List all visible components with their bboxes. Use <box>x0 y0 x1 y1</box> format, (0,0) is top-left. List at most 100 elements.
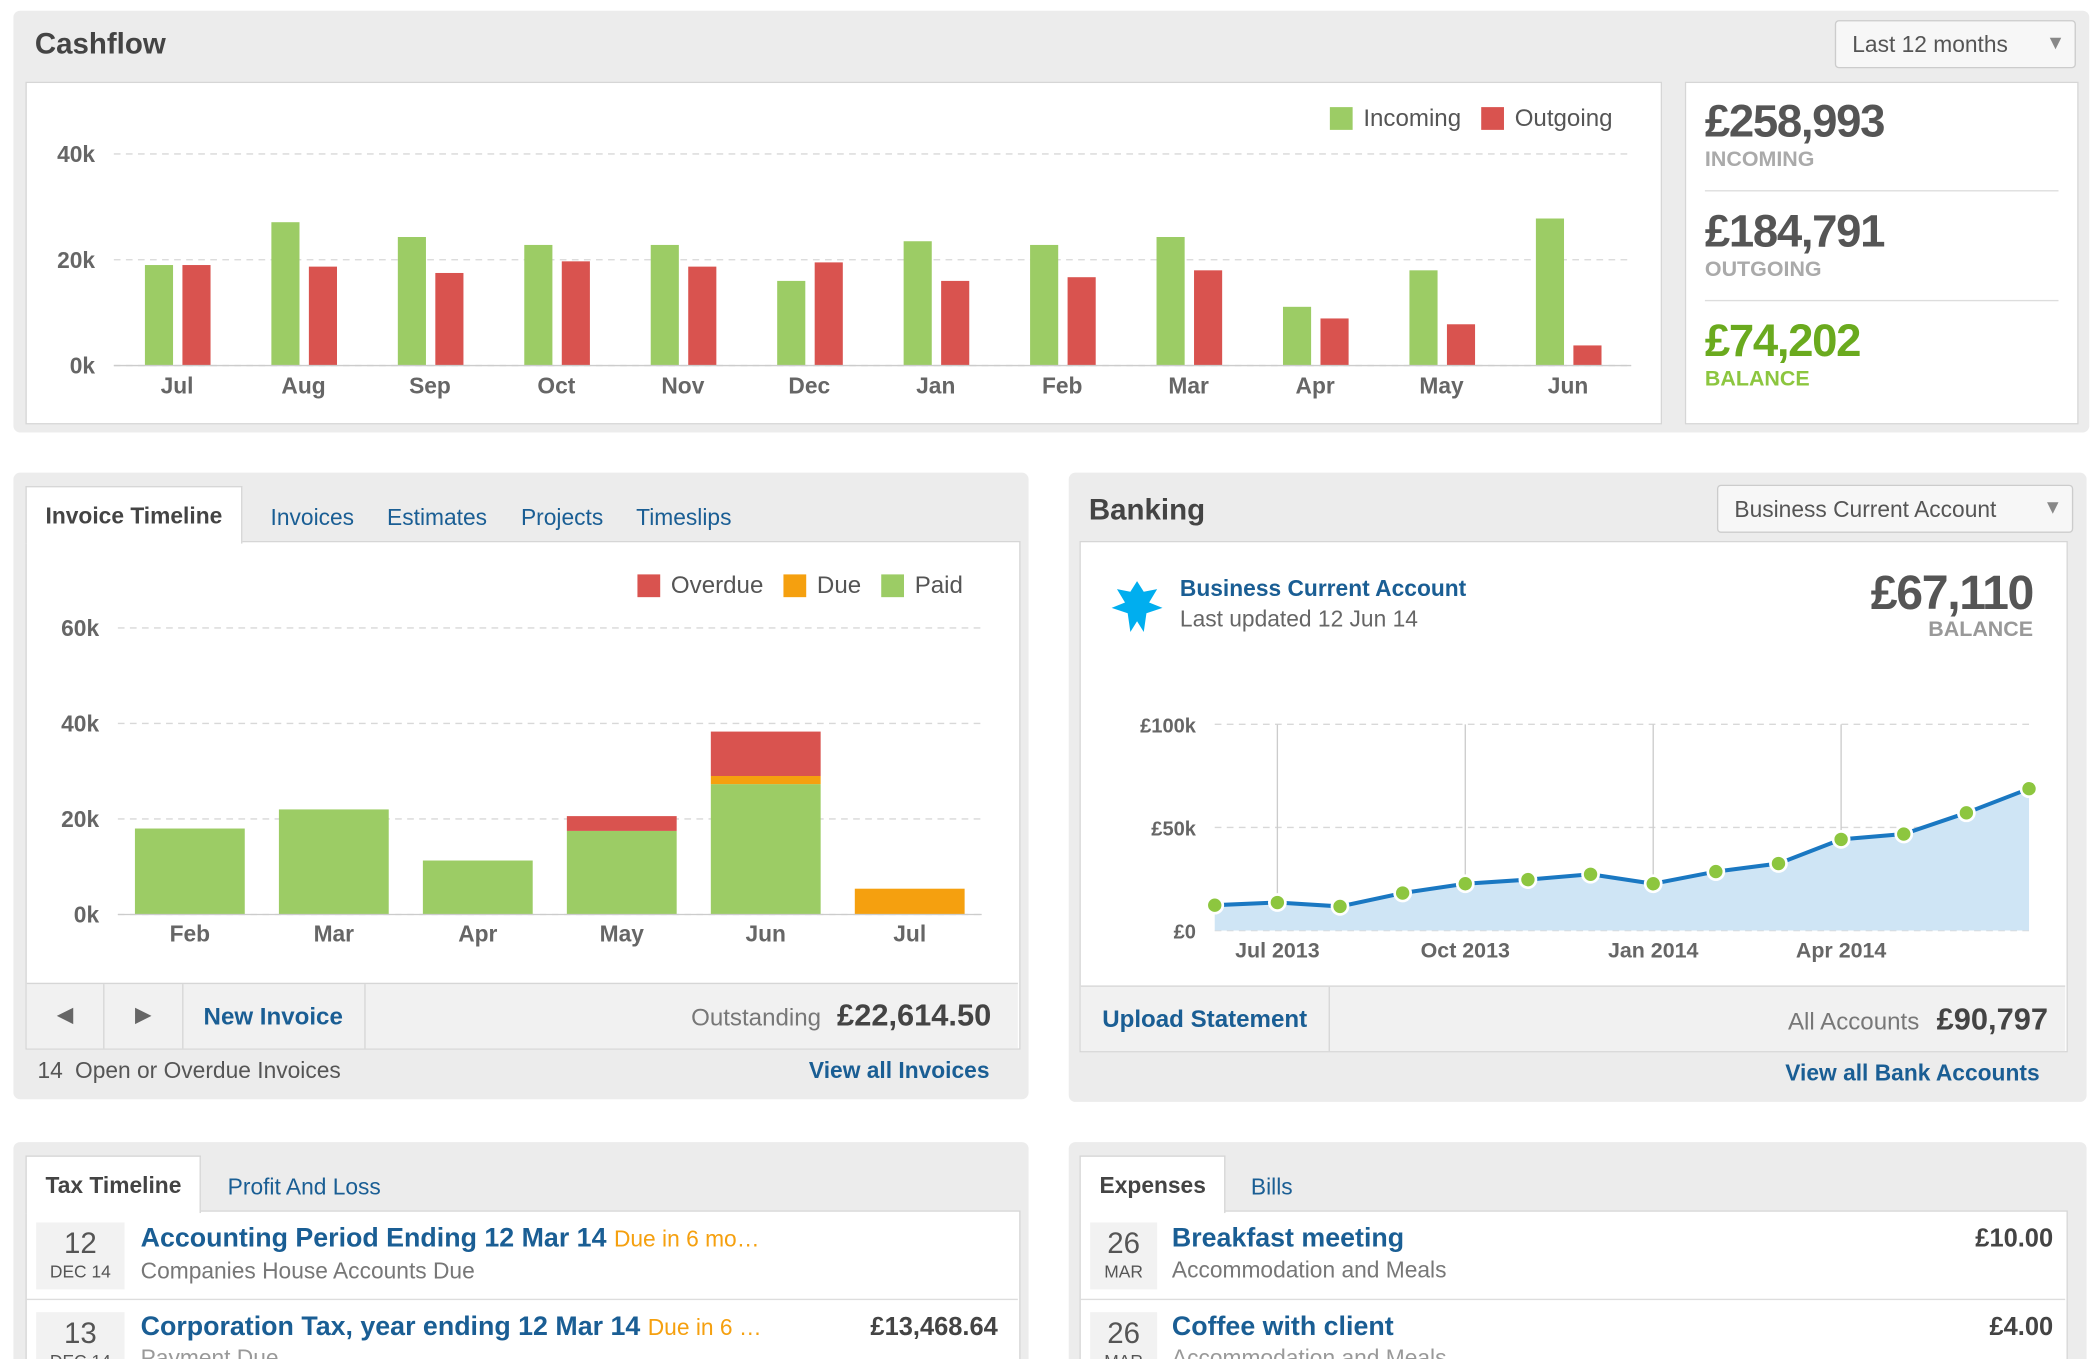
point <box>1957 803 1976 823</box>
bar-segment <box>710 731 821 776</box>
view-all-invoices[interactable]: View all Invoices <box>808 1057 990 1084</box>
legend-label: Due <box>817 572 861 599</box>
banking-box <box>1079 540 2068 1053</box>
bar <box>561 261 590 366</box>
tab[interactable]: Expenses <box>1079 1155 1226 1214</box>
bar <box>144 265 174 366</box>
y-tick-label: £50k <box>1151 818 1197 840</box>
x-tick-label: Jan 2014 <box>1608 938 1699 962</box>
x-tick-label: Oct 2013 <box>1421 938 1510 962</box>
month: MAR <box>1090 1351 1157 1359</box>
bar <box>903 241 932 366</box>
expense-amount: £4.00 <box>1989 1313 2054 1342</box>
bar <box>1282 306 1312 366</box>
x-tick-label: Dec <box>788 373 830 399</box>
bar <box>1446 324 1476 366</box>
date-badge: 12 DEC 14 <box>36 1222 125 1290</box>
legend-label: Incoming <box>1363 105 1461 132</box>
bar-segment <box>278 809 389 915</box>
point <box>1393 883 1413 903</box>
cashflow-summary: £258,993 INCOMING £184,791 OUTGOING £74,… <box>1684 81 2079 425</box>
bar <box>1573 345 1602 366</box>
bank-balance: £67,110 <box>1870 565 2035 620</box>
x-tick-label: Oct <box>537 373 575 399</box>
y-tick-label: 0k <box>74 902 100 928</box>
last-updated: Last updated 12 Jun 14 <box>1179 606 1418 632</box>
account-select-label: Business Current Account <box>1734 496 1997 523</box>
tab[interactable]: Invoices <box>270 504 355 531</box>
account-select[interactable]: Business Current Account ▾ <box>1716 484 2074 533</box>
view-all-bank-accounts[interactable]: View all Bank Accounts <box>1785 1060 2040 1086</box>
y-tick-label: 20k <box>61 806 99 832</box>
period-label: Last 12 months <box>1852 32 2008 58</box>
tab[interactable]: Estimates <box>387 504 488 531</box>
outstanding-label: Outstanding <box>691 1004 822 1031</box>
bar-segment <box>854 888 965 915</box>
tab[interactable]: Projects <box>520 504 604 531</box>
divider <box>1704 299 2059 302</box>
bar <box>1030 244 1059 366</box>
expense-amount: £10.00 <box>1975 1225 2054 1254</box>
bar-segment <box>710 784 821 915</box>
bar-segment <box>422 860 533 915</box>
open-count: 14 <box>37 1057 63 1084</box>
x-tick-label: Feb <box>170 920 210 946</box>
bar <box>941 280 970 366</box>
date-badge: 13DEC 14 <box>36 1312 125 1359</box>
expense-title[interactable]: Coffee with client <box>1171 1312 1394 1342</box>
x-tick-label: Jun <box>746 920 786 946</box>
period-select[interactable]: Last 12 months ▾ <box>1834 20 2076 69</box>
bar <box>1156 237 1185 366</box>
bar <box>1194 270 1223 366</box>
invoice-footer: ◀ ▶ New Invoice Outstanding £22,614.50 <box>26 982 1018 1049</box>
tax-title[interactable]: Accounting Period Ending 12 Mar 14 <box>140 1223 607 1254</box>
legend-swatch <box>1481 107 1504 130</box>
x-tick-label: Jul 2013 <box>1235 938 1320 962</box>
due: Due in 6 mo… <box>613 1226 760 1252</box>
summary-label: BALANCE <box>1704 368 1810 391</box>
point <box>1205 895 1225 915</box>
account-name[interactable]: Business Current Account <box>1179 575 1467 602</box>
bar-segment <box>566 830 677 915</box>
day: 12 <box>63 1226 97 1260</box>
item-title[interactable]: Corporation Tax, year ending 12 Mar 14 D… <box>141 1312 762 1343</box>
bar <box>1409 270 1438 366</box>
upload-statement[interactable]: Upload Statement <box>1081 986 1330 1052</box>
bar <box>688 266 717 366</box>
expense-title[interactable]: Breakfast meeting <box>1171 1223 1405 1254</box>
day: 26 <box>1107 1226 1141 1260</box>
expenses-box <box>1079 1210 2068 1359</box>
prev-button[interactable]: ◀ <box>27 984 105 1049</box>
tab[interactable]: Timeslips <box>636 504 732 531</box>
day: 13 <box>63 1316 97 1350</box>
bar <box>435 272 464 366</box>
all-accounts-label: All Accounts <box>1787 1008 1920 1035</box>
tab[interactable]: Profit And Loss <box>227 1174 381 1200</box>
legend-swatch <box>637 574 661 598</box>
point <box>1267 893 1287 912</box>
point <box>1455 874 1475 894</box>
x-tick-label: Jan <box>916 373 955 399</box>
open-text: Open or Overdue Invoices <box>75 1057 341 1084</box>
item-title[interactable]: Accounting Period Ending 12 Mar 14 Due i… <box>141 1224 760 1255</box>
divider <box>26 1298 1018 1301</box>
bar <box>1535 218 1565 366</box>
summary-amount: £258,993 <box>1704 96 1886 148</box>
month: MAR <box>1104 1261 1144 1282</box>
next-button[interactable]: ▶ <box>104 984 184 1049</box>
tab[interactable]: Tax Timeline <box>25 1155 202 1214</box>
banking-title: Banking <box>1088 492 1206 527</box>
point <box>1330 897 1350 916</box>
tab[interactable]: Invoice Timeline <box>25 486 243 544</box>
tax-title[interactable]: Corporation Tax, year ending 12 Mar 14 <box>140 1312 641 1342</box>
new-invoice[interactable]: New Invoice <box>182 984 366 1049</box>
x-tick-label: Mar <box>1168 373 1209 399</box>
legend-label: Outgoing <box>1515 105 1613 132</box>
tab[interactable]: Bills <box>1250 1174 1293 1200</box>
y-tick-label: 0k <box>70 353 96 379</box>
summary-amount: £74,202 <box>1704 315 1862 367</box>
bar-segment <box>566 816 677 831</box>
month: DEC 14 <box>49 1261 111 1282</box>
